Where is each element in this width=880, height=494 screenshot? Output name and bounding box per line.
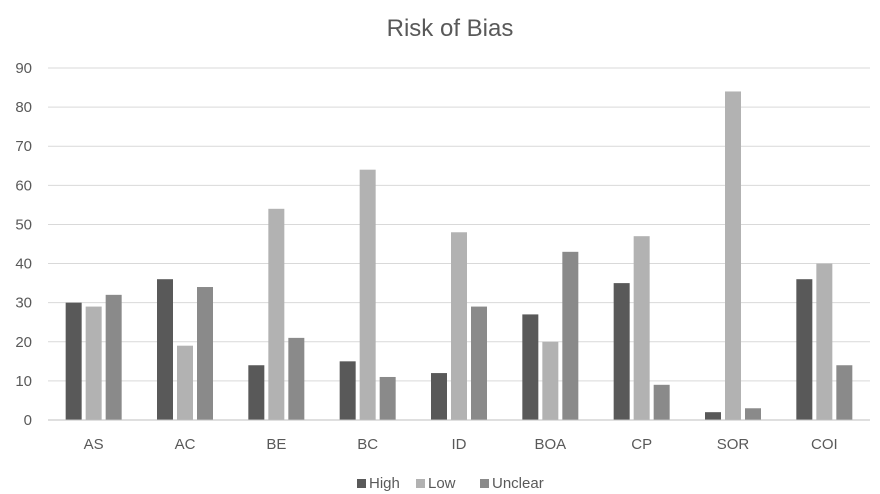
y-tick-label: 20: [15, 334, 32, 351]
bar-unclear-coi: [836, 365, 853, 420]
bar-low-be: [268, 208, 285, 420]
bar-low-coi: [816, 263, 833, 420]
bar-unclear-sor: [745, 408, 761, 420]
legend-label-unclear: Unclear: [492, 475, 544, 492]
bar-high-ac: [157, 279, 173, 420]
bar-unclear-bc: [379, 376, 396, 420]
y-tick-label: 90: [15, 60, 32, 77]
chart-title: Risk of Bias: [387, 15, 514, 42]
bar-unclear-id: [471, 306, 487, 420]
x-tick-label: SOR: [717, 436, 750, 453]
bar-low-sor: [725, 91, 741, 420]
legend-swatch-high: [357, 479, 366, 488]
bar-high-sor: [705, 412, 721, 420]
bar-low-as: [85, 306, 102, 420]
bar-high-cp: [613, 283, 630, 420]
x-tick-label: CP: [631, 436, 652, 453]
bar-unclear-boa: [562, 251, 579, 420]
bar-low-cp: [633, 236, 650, 420]
bar-low-id: [451, 232, 467, 420]
x-tick-label: AC: [175, 436, 196, 453]
bar-unclear-be: [288, 337, 305, 420]
y-tick-label: 10: [15, 373, 32, 390]
bar-high-as: [65, 302, 82, 420]
y-tick-label: 50: [15, 216, 32, 233]
bar-high-boa: [522, 314, 539, 420]
bar-unclear-as: [105, 294, 122, 420]
bar-unclear-ac: [197, 287, 213, 420]
bar-high-coi: [796, 279, 813, 420]
y-tick-label: 40: [15, 256, 32, 273]
legend-swatch-low: [416, 479, 425, 488]
x-tick-label: BE: [266, 436, 286, 453]
x-tick-label: AS: [84, 436, 104, 453]
bar-high-be: [248, 365, 265, 420]
bar-low-boa: [542, 341, 559, 420]
legend-swatch-unclear: [480, 479, 489, 488]
y-tick-label: 80: [15, 99, 32, 116]
y-tick-label: 30: [15, 295, 32, 312]
bar-low-bc: [359, 169, 376, 420]
bar-high-id: [431, 373, 447, 420]
y-axis-ticks: 0 10 20 30 40 50 60 70 80 90: [15, 60, 32, 429]
y-tick-label: 70: [15, 138, 32, 155]
bar-low-ac: [177, 345, 193, 420]
gridlines: [48, 67, 870, 382]
x-tick-label: ID: [452, 436, 467, 453]
y-tick-label: 60: [15, 177, 32, 194]
bar-high-bc: [339, 361, 356, 420]
bars: [65, 91, 853, 420]
legend: High Low Unclear: [357, 475, 544, 492]
legend-label-low: Low: [428, 475, 456, 492]
x-axis-ticks: AS AC BE BC ID BOA CP SOR COI: [84, 436, 838, 453]
x-tick-label: BC: [357, 436, 378, 453]
x-tick-label: BOA: [534, 436, 566, 453]
x-tick-label: COI: [811, 436, 838, 453]
legend-label-high: High: [369, 475, 400, 492]
bar-unclear-cp: [653, 384, 670, 420]
y-tick-label: 0: [24, 412, 32, 429]
